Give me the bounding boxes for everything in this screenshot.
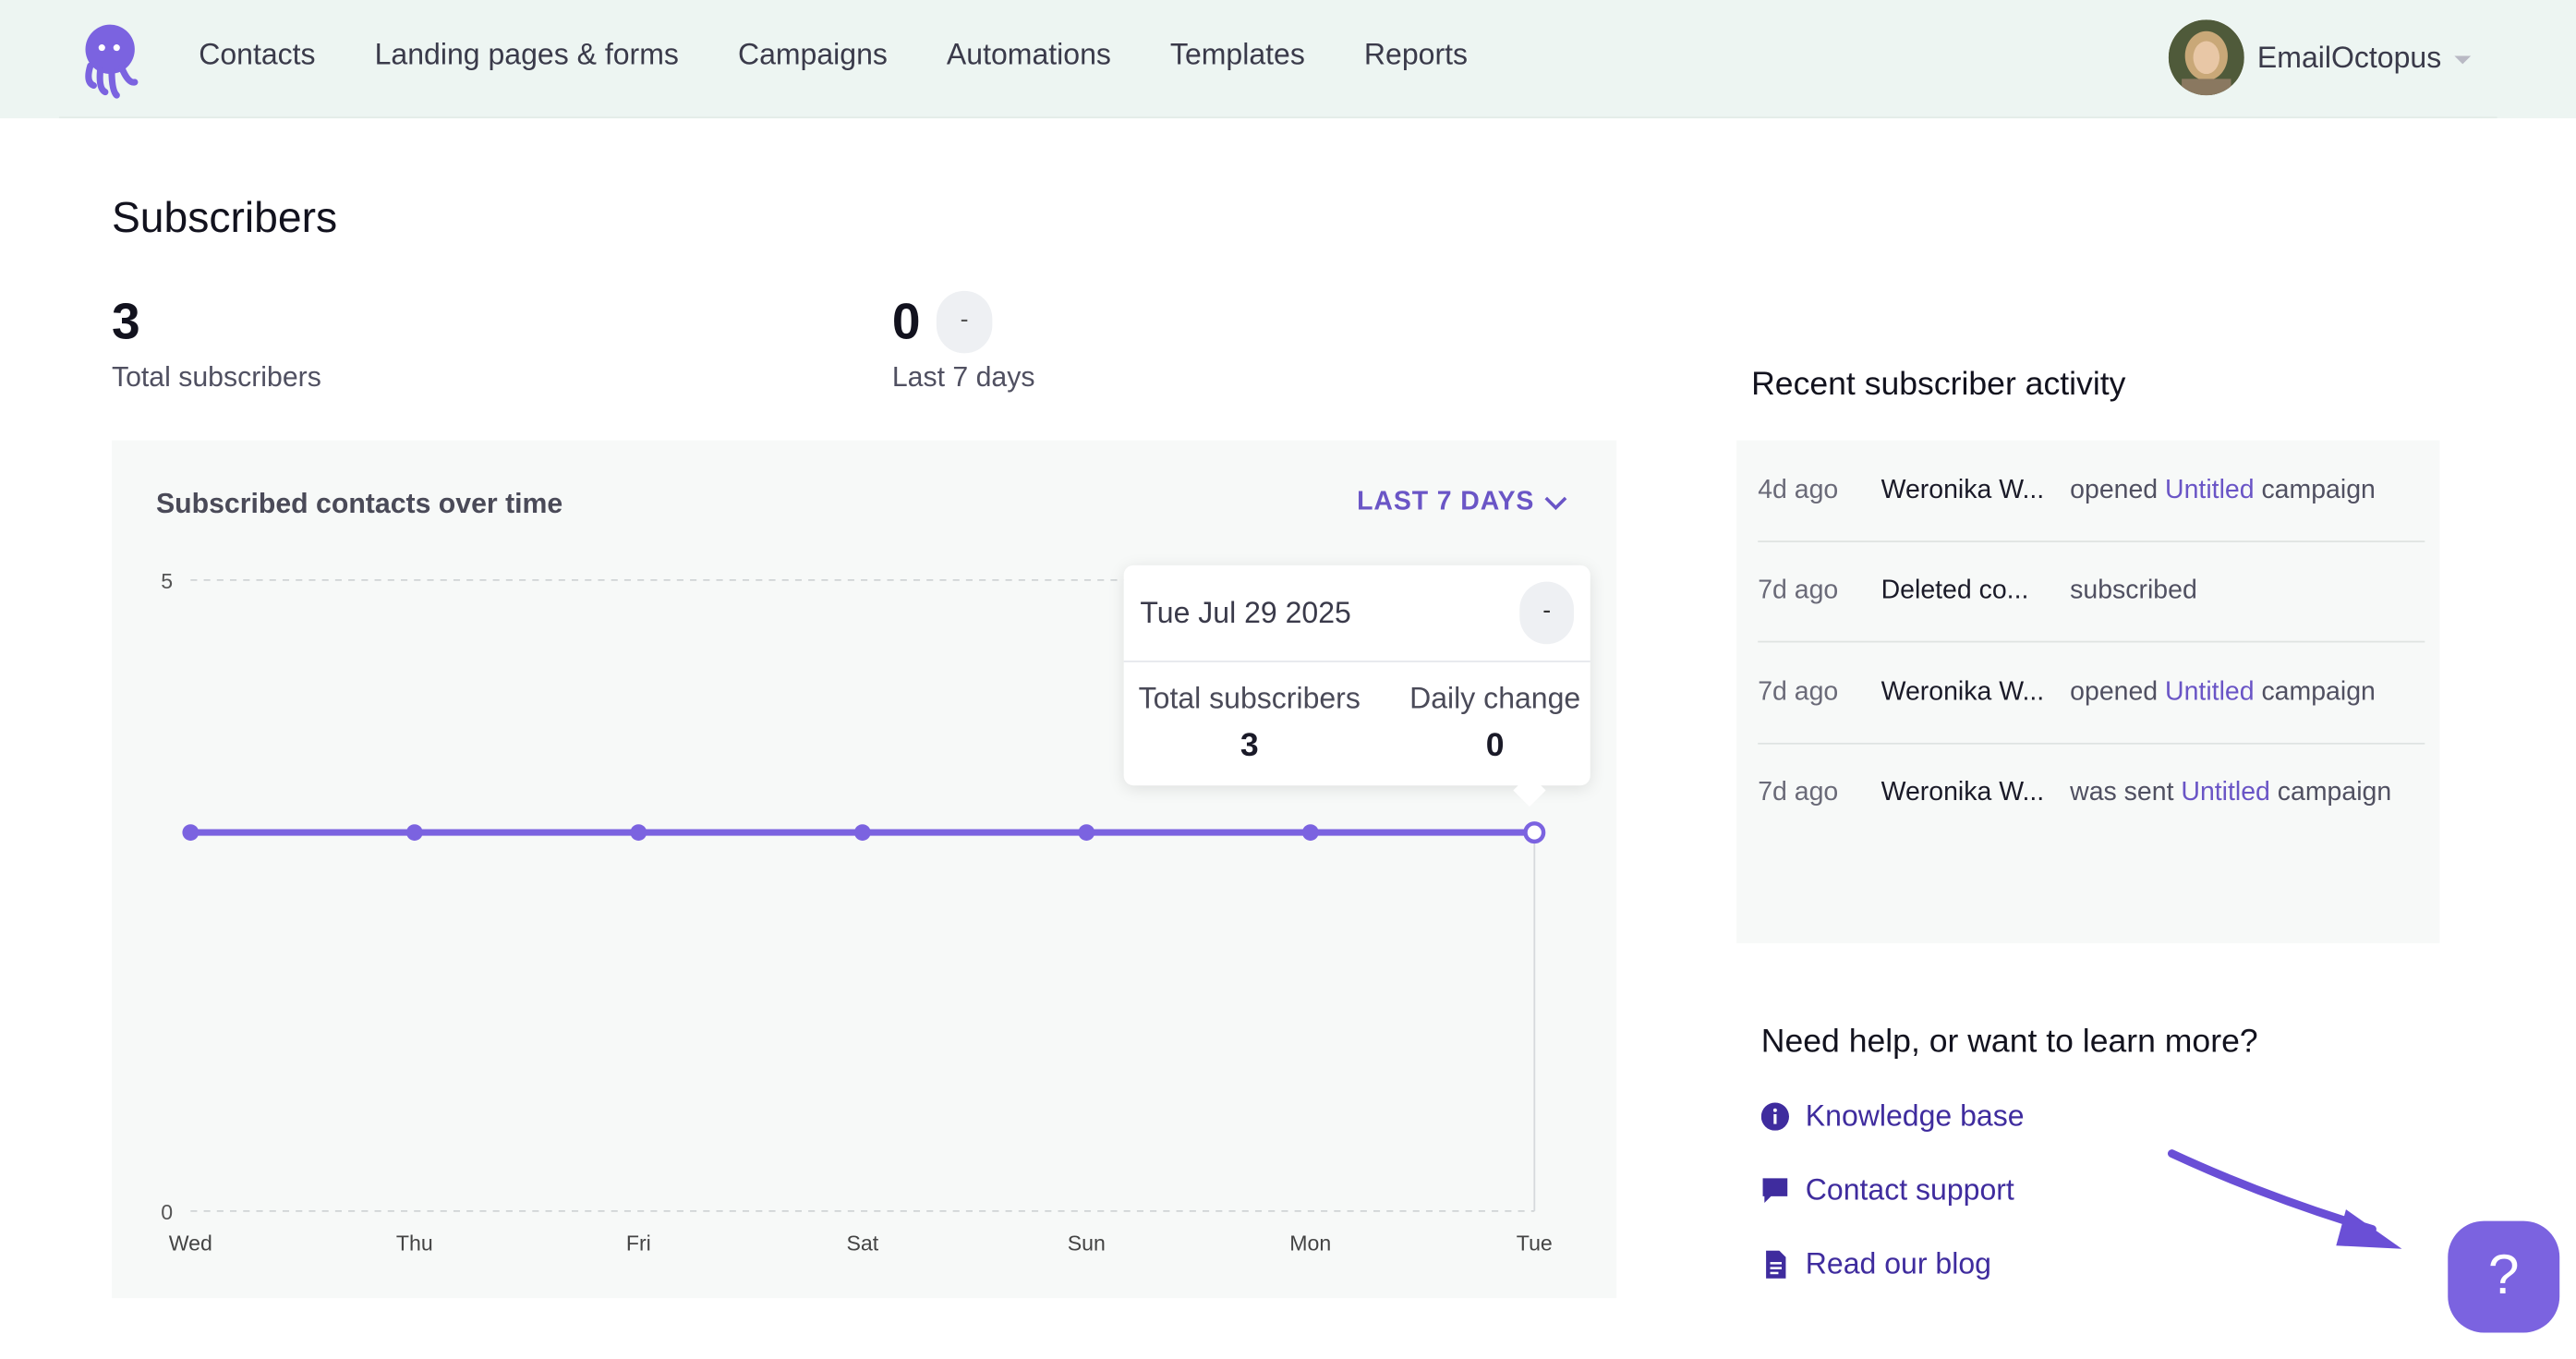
chevron-down-icon	[1544, 496, 1567, 511]
activity-row: 7d ago Weronika W... was sent Untitled c…	[1758, 743, 2425, 843]
chevron-down-icon[interactable]	[2454, 55, 2472, 64]
activity-action: subscribed	[2070, 576, 2197, 605]
data-point	[182, 824, 200, 841]
activity-verb: was sent	[2070, 778, 2182, 807]
nav-campaigns[interactable]: Campaigns	[737, 37, 888, 71]
activity-time: 4d ago	[1758, 475, 1839, 504]
knowledge-base-label: Knowledge base	[1805, 1098, 2025, 1133]
nav-contacts[interactable]: Contacts	[199, 37, 316, 71]
line-chart: 0 5 Wed Thu Fri Sat Sun Mon Tue	[161, 569, 1553, 1256]
octopus-logo-icon[interactable]	[79, 19, 144, 99]
activity-action: opened Untitled campaign	[2070, 678, 2376, 708]
header-divider	[59, 116, 2497, 119]
activity-time: 7d ago	[1758, 576, 1839, 604]
activity-verb: opened	[2070, 677, 2166, 706]
tooltip-total: Total subscribers 3	[1139, 682, 1361, 766]
activity-list: 4d ago Weronika W... opened Untitled cam…	[1736, 440, 2440, 943]
data-point-highlighted	[1523, 821, 1546, 844]
knowledge-base-link[interactable]: Knowledge base	[1760, 1098, 2025, 1134]
nav-reports[interactable]: Reports	[1363, 37, 1469, 71]
tooltip-total-label: Total subscribers	[1138, 682, 1361, 715]
tooltip-date: Tue Jul 29 2025	[1140, 596, 1351, 630]
x-tick-label: Wed	[169, 1232, 212, 1256]
activity-time: 7d ago	[1758, 677, 1839, 706]
data-point	[630, 824, 647, 841]
activity-action: was sent Untitled campaign	[2070, 778, 2391, 807]
info-circle-icon	[1760, 1102, 1790, 1131]
x-tick-label: Fri	[626, 1232, 651, 1256]
date-range-label: LAST 7 DAYS	[1357, 488, 1535, 516]
document-icon	[1766, 1250, 1786, 1279]
contact-support-link[interactable]: Contact support	[1761, 1173, 2014, 1207]
help-title: Need help, or want to learn more?	[1760, 1024, 2258, 1061]
tooltip-change-value: 0	[1485, 727, 1505, 765]
page-title: Subscribers	[111, 192, 338, 242]
activity-contact[interactable]: Weronika W...	[1881, 677, 2045, 706]
activity-row: 4d ago Weronika W... opened Untitled cam…	[1758, 441, 2425, 542]
campaign-link[interactable]: Untitled	[2165, 677, 2255, 706]
tooltip-divider	[1123, 661, 1590, 662]
data-point	[405, 824, 423, 841]
x-tick-label: Sun	[1068, 1232, 1106, 1256]
account-name[interactable]: EmailOctopus	[2256, 40, 2442, 74]
stat-value: 0	[891, 292, 921, 350]
chart-tooltip: Tue Jul 29 2025 - Total subscribers 3 Da…	[1123, 564, 1590, 807]
date-range-dropdown[interactable]: LAST 7 DAYS	[1357, 488, 1567, 517]
campaign-link[interactable]: Untitled	[2181, 778, 2270, 807]
activity-row: 7d ago Deleted co... subscribed	[1758, 540, 2425, 643]
activity-suffix: campaign	[2254, 677, 2376, 706]
activity-verb: opened	[2070, 475, 2166, 504]
activity-verb: subscribed	[2070, 576, 2197, 604]
tooltip-total-value: 3	[1240, 727, 1259, 765]
tooltip-badge: -	[1519, 581, 1574, 645]
stat-total-subscribers: 3 Total subscribers	[112, 293, 321, 394]
tooltip-change: Daily change 0	[1409, 682, 1580, 766]
nav-landing-pages-forms[interactable]: Landing pages & forms	[374, 37, 679, 71]
top-nav-bar: Contacts Landing pages & forms Campaigns…	[0, 0, 2576, 119]
read-blog-label: Read our blog	[1805, 1247, 1991, 1280]
activity-time: 7d ago	[1758, 778, 1839, 807]
account-menu[interactable]: EmailOctopus	[2168, 19, 2472, 96]
read-blog-link[interactable]: Read our blog	[1761, 1247, 1991, 1281]
campaign-link[interactable]: Untitled	[2165, 475, 2255, 504]
stat-label: Last 7 days	[891, 361, 1035, 394]
contact-support-label: Contact support	[1805, 1172, 2014, 1207]
stat-label: Total subscribers	[111, 361, 321, 394]
tooltip-change-label: Daily change	[1409, 682, 1581, 715]
x-tick-label: Sat	[846, 1232, 878, 1256]
activity-row: 7d ago Weronika W... opened Untitled cam…	[1758, 642, 2425, 745]
y-tick-label: 5	[161, 569, 173, 593]
activity-contact[interactable]: Weronika W...	[1881, 475, 2045, 504]
activity-title: Recent subscriber activity	[1751, 366, 2126, 403]
nav-automations[interactable]: Automations	[946, 37, 1111, 71]
stat-last-7-days: 0 Last 7 days	[892, 293, 1035, 394]
data-point	[853, 824, 871, 841]
change-badge: -	[936, 290, 993, 354]
activity-action: opened Untitled campaign	[2070, 476, 2376, 505]
arrow-pointer-icon	[2167, 1149, 2402, 1249]
main-nav: Contacts Landing pages & forms Campaigns…	[199, 38, 1527, 72]
nav-templates[interactable]: Templates	[1169, 37, 1305, 71]
chat-bubble-icon	[1762, 1178, 1788, 1204]
chart-title: Subscribed contacts over time	[155, 488, 563, 520]
activity-contact[interactable]: Weronika W...	[1881, 778, 2045, 807]
avatar[interactable]	[2168, 19, 2244, 96]
help-button[interactable]: ?	[2448, 1220, 2560, 1333]
x-tick-label: Mon	[1289, 1232, 1331, 1256]
activity-suffix: campaign	[2269, 778, 2392, 807]
activity-suffix: campaign	[2254, 475, 2376, 504]
x-tick-label: Tue	[1517, 1232, 1553, 1256]
data-point	[1078, 824, 1095, 841]
x-tick-label: Thu	[396, 1232, 433, 1256]
activity-contact[interactable]: Deleted co...	[1881, 576, 2029, 604]
stat-value: 3	[111, 292, 140, 350]
y-tick-label: 0	[161, 1200, 173, 1224]
data-point	[1301, 824, 1319, 841]
